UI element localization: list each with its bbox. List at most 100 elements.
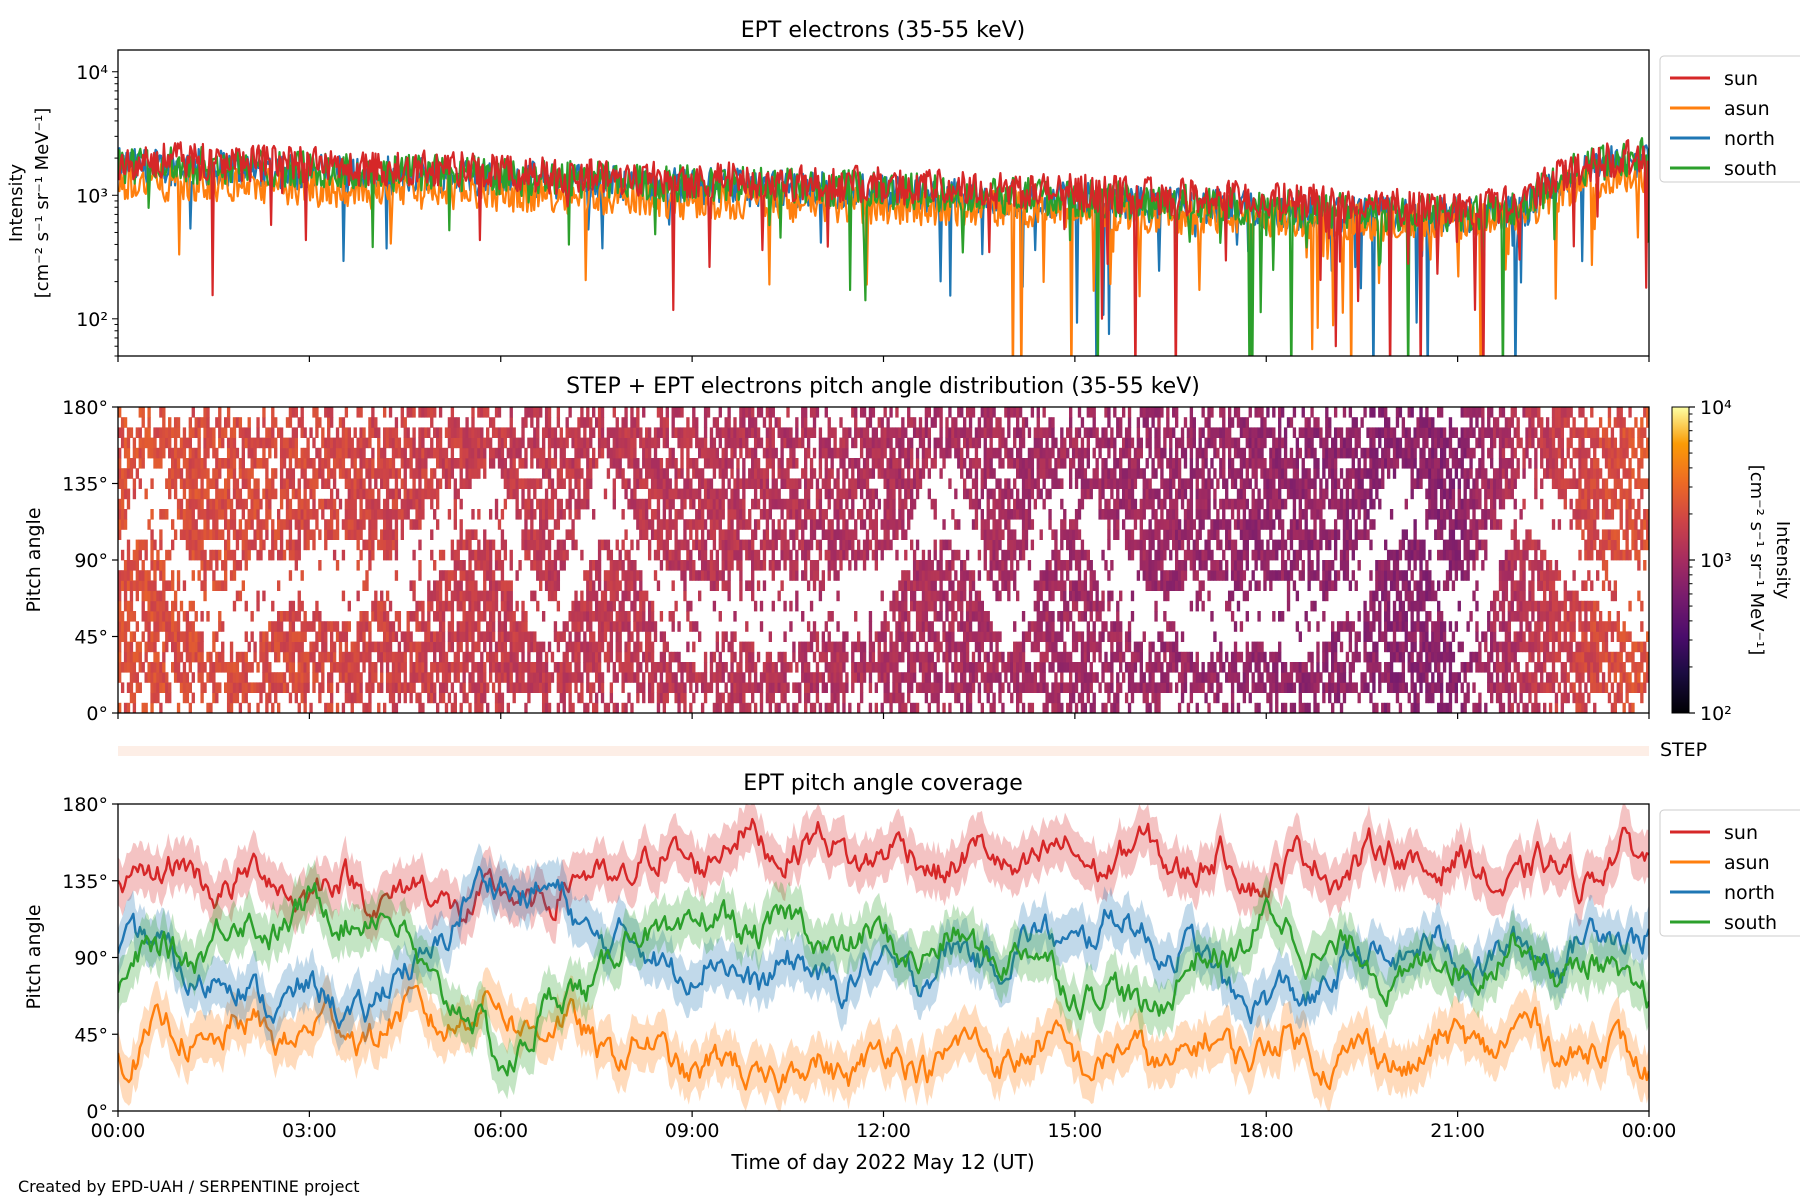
heatmap-cell [930,417,934,428]
heatmap-cell [188,437,192,449]
heatmap-cell [512,427,516,438]
heatmap-cell [303,702,307,713]
heatmap-cell [138,539,142,551]
heatmap-cell [556,478,561,489]
heatmap-cell [123,519,128,530]
heatmap-cell [948,702,952,713]
heatmap-cell [182,611,187,622]
heatmap-cell [786,458,790,469]
heatmap-cell [942,651,946,663]
heatmap-cell [524,702,528,713]
heatmap-cell [895,427,899,438]
heatmap-cell [221,651,225,663]
heatmap-cell [530,417,534,428]
heatmap-cell [156,692,160,704]
heatmap-cell [185,682,190,693]
heatmap-cell [462,437,466,449]
heatmap-cell [147,631,151,642]
heatmap-cell [568,662,572,673]
heatmap-cell [433,692,437,704]
heatmap-cell [592,590,596,602]
heatmap-cell [977,662,982,673]
heatmap-cell [185,539,190,551]
heatmap-cell [456,488,460,500]
heatmap-cell [359,621,363,632]
heatmap-cell [703,560,708,571]
heatmap-cell [915,488,920,500]
heatmap-cell [904,570,908,581]
heatmap-cell [159,539,163,551]
heatmap-cell [533,488,537,500]
heatmap-cell [597,672,602,683]
heatmap-cell [927,702,931,713]
heatmap-cell [927,631,931,642]
heatmap-cell [957,447,961,459]
heatmap-cell [730,539,734,551]
heatmap-cell [285,662,290,673]
heatmap-cell [415,447,419,459]
heatmap-cell [132,672,137,683]
heatmap-cell [430,498,434,510]
heatmap-cell [329,417,334,428]
heatmap-cell [901,651,905,663]
heatmap-cell [836,447,840,459]
heatmap-cell [586,682,590,693]
heatmap-cell [226,529,231,540]
heatmap-cell [768,692,773,704]
heatmap-cell [656,509,661,520]
heatmap-cell [126,437,131,449]
heatmap-cell [553,570,558,581]
heatmap-cell [477,590,481,602]
heatmap-cell [795,560,799,571]
heatmap-cell [706,407,711,418]
heatmap-cell [895,631,899,642]
heatmap-cell [960,560,964,571]
heatmap-cell [415,641,419,653]
heatmap-cell [221,437,225,449]
heatmap-cell [647,447,652,459]
heatmap-cell [915,458,920,469]
heatmap-cell [450,427,455,438]
heatmap-cell [730,458,734,469]
heatmap-cell [438,600,443,612]
heatmap-cell [306,529,310,540]
heatmap-cell [244,549,248,561]
heatmap-cell [471,682,475,693]
heatmap-cell [703,488,708,500]
heatmap-cell [433,611,437,622]
heatmap-cell [865,468,870,479]
heatmap-cell [215,519,219,530]
heatmap-cell [674,478,678,489]
heatmap-cell [957,519,961,530]
heatmap-cell [647,519,652,530]
heatmap-cell [854,488,858,500]
heatmap-cell [586,498,590,510]
heatmap-cell [927,560,931,571]
heatmap-cell [347,447,351,459]
heatmap-cell [120,427,125,438]
heatmap-cell [521,641,525,653]
heatmap-cell [859,427,864,438]
heatmap-cell [939,672,943,683]
heatmap-cell [377,600,381,612]
heatmap-cell [624,580,628,591]
heatmap-cell [751,417,755,428]
heatmap-cell [603,539,608,551]
heatmap-cell [827,611,831,622]
heatmap-cell [636,672,640,683]
heatmap-cell [400,417,404,428]
heatmap-cell [162,672,166,683]
heatmap-cell [179,529,184,540]
heatmap-cell [497,702,502,713]
heatmap-cell [324,498,328,510]
heatmap-cell [350,458,354,469]
heatmap-cell [200,672,204,683]
heatmap-cell [353,641,357,653]
heatmap-cell [259,651,263,663]
heatmap-cell [527,682,531,693]
heatmap-cell [185,651,190,663]
heatmap-cell [438,458,443,469]
heatmap-cell [918,621,923,632]
heatmap-cell [512,447,516,459]
heatmap-cell [168,631,172,642]
